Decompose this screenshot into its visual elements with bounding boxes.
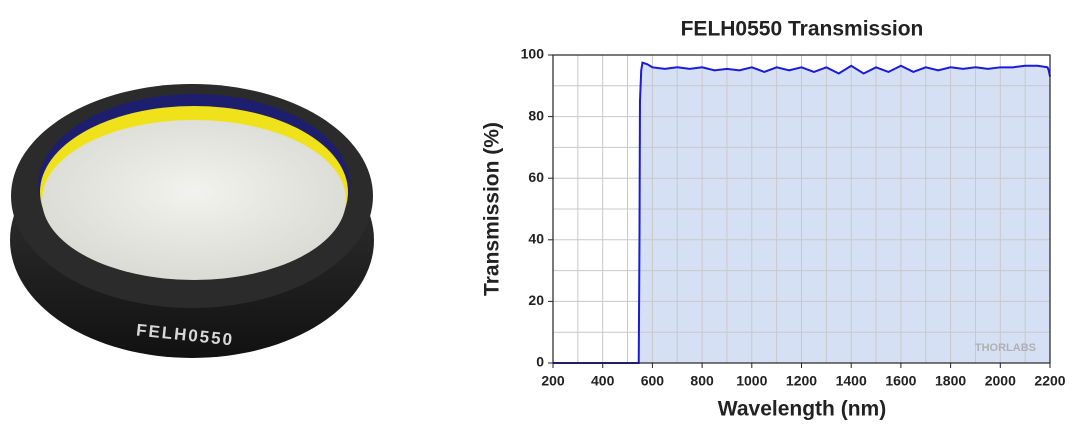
y-tick-label: 80 [528, 107, 544, 123]
watermark: THORLABS [975, 342, 1036, 354]
x-tick-label: 1600 [885, 373, 916, 389]
y-axis-label: Transmission (%) [481, 122, 504, 296]
y-tick-label: 0 [536, 354, 544, 370]
chart: FELH0550 Transmission Wavelength (nm) Tr… [481, 18, 1066, 421]
x-tick-label: 200 [541, 373, 565, 389]
y-tick-label: 20 [528, 292, 544, 308]
y-tick-label: 40 [528, 231, 544, 247]
x-tick-label: 1800 [935, 373, 966, 389]
x-tick-label: 600 [641, 373, 665, 389]
line [553, 61, 1051, 364]
x-tick-label: 400 [591, 373, 615, 389]
y-tick-label: 60 [528, 169, 544, 185]
x-tick-label: 2000 [985, 373, 1016, 389]
plot-frame [552, 54, 1051, 364]
x-tick-label: 2200 [1034, 373, 1065, 389]
filter-photo: FELH0550 [10, 84, 374, 358]
chart-title: FELH0550 Transmission [681, 18, 924, 41]
y-tick-label: 100 [521, 46, 545, 62]
filter-glass [42, 120, 346, 280]
x-tick-label: 800 [690, 373, 714, 389]
x-tick-label: 1400 [836, 373, 867, 389]
x-tick-label: 1200 [786, 373, 817, 389]
x-axis-label: Wavelength (nm) [718, 398, 886, 421]
x-tick-label: 1000 [736, 373, 767, 389]
